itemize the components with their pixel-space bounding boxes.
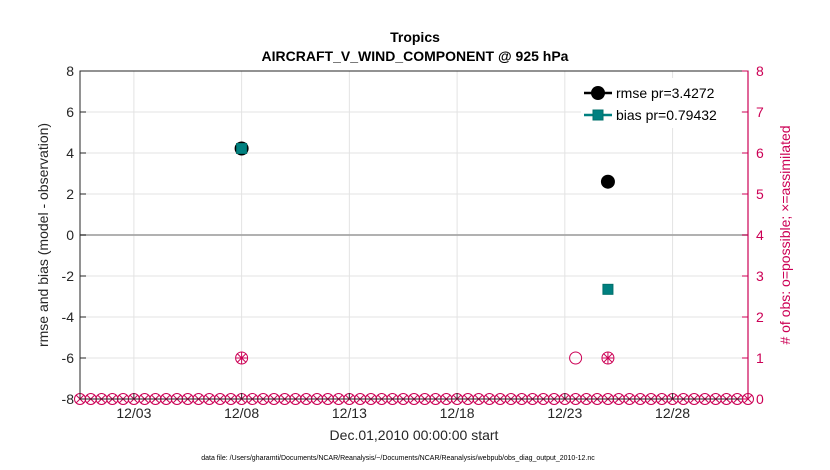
y-axis-left-label: rmse and bias (model - observation)	[35, 123, 51, 347]
x-tick-label: 12/03	[116, 405, 151, 421]
x-tick-label: 12/13	[332, 405, 367, 421]
obs_possible-point	[569, 351, 583, 365]
y2-tick-label: 0	[756, 391, 764, 407]
y-axis-left-ticks: -8 -6 -4 -2 0 2 4 6 8	[62, 63, 86, 407]
y2-tick-label: 5	[756, 186, 764, 202]
x-tick-label: 12/18	[440, 405, 475, 421]
x-axis-label: Dec.01,2010 00:00:00 start	[330, 427, 499, 443]
y2-tick-label: 6	[756, 145, 764, 161]
x-tick-label: 12/23	[547, 405, 582, 421]
y-tick-label: -4	[62, 309, 75, 325]
legend-rmse-label: rmse pr=3.4272	[616, 85, 715, 101]
y-axis-right-ticks: 0 1 2 3 4 5 6 7 8	[742, 63, 764, 407]
x-axis-ticks: 12/03 12/08 12/13 12/18 12/23 12/28	[116, 393, 690, 421]
legend-bias-marker	[592, 109, 604, 121]
chart-subtitle: AIRCRAFT_V_WIND_COMPONENT @ 925 hPa	[262, 48, 569, 64]
y2-tick-label: 3	[756, 268, 764, 284]
bias-point	[236, 142, 248, 154]
y-tick-label: -8	[62, 391, 75, 407]
y-tick-label: 4	[66, 145, 74, 161]
y2-tick-label: 4	[756, 227, 764, 243]
chart-title: Tropics	[390, 29, 440, 45]
y2-tick-label: 8	[756, 63, 764, 79]
y2-tick-label: 2	[756, 309, 764, 325]
rmse-point	[600, 174, 615, 189]
bias-point	[602, 283, 614, 295]
y-axis-right-label: # of obs: o=possible; ×=assimilated	[777, 125, 793, 344]
y2-tick-label: 7	[756, 104, 764, 120]
y2-tick-label: 1	[756, 350, 764, 366]
x-tick-label: 12/28	[655, 405, 690, 421]
y-tick-label: 2	[66, 186, 74, 202]
y-tick-label: 0	[66, 227, 74, 243]
data-marks	[74, 141, 754, 405]
legend-box	[581, 78, 741, 128]
y-tick-label: 6	[66, 104, 74, 120]
y-tick-label: 8	[66, 63, 74, 79]
legend: rmse pr=3.4272 bias pr=0.79432	[581, 78, 741, 128]
legend-rmse-marker	[591, 86, 605, 100]
data-file-footnote: data file: /Users/gharamti/Documents/NCA…	[201, 455, 595, 462]
x-tick-label: 12/08	[224, 405, 259, 421]
y-tick-label: -2	[62, 268, 75, 284]
legend-bias-label: bias pr=0.79432	[616, 107, 717, 123]
y-tick-label: -6	[62, 350, 75, 366]
